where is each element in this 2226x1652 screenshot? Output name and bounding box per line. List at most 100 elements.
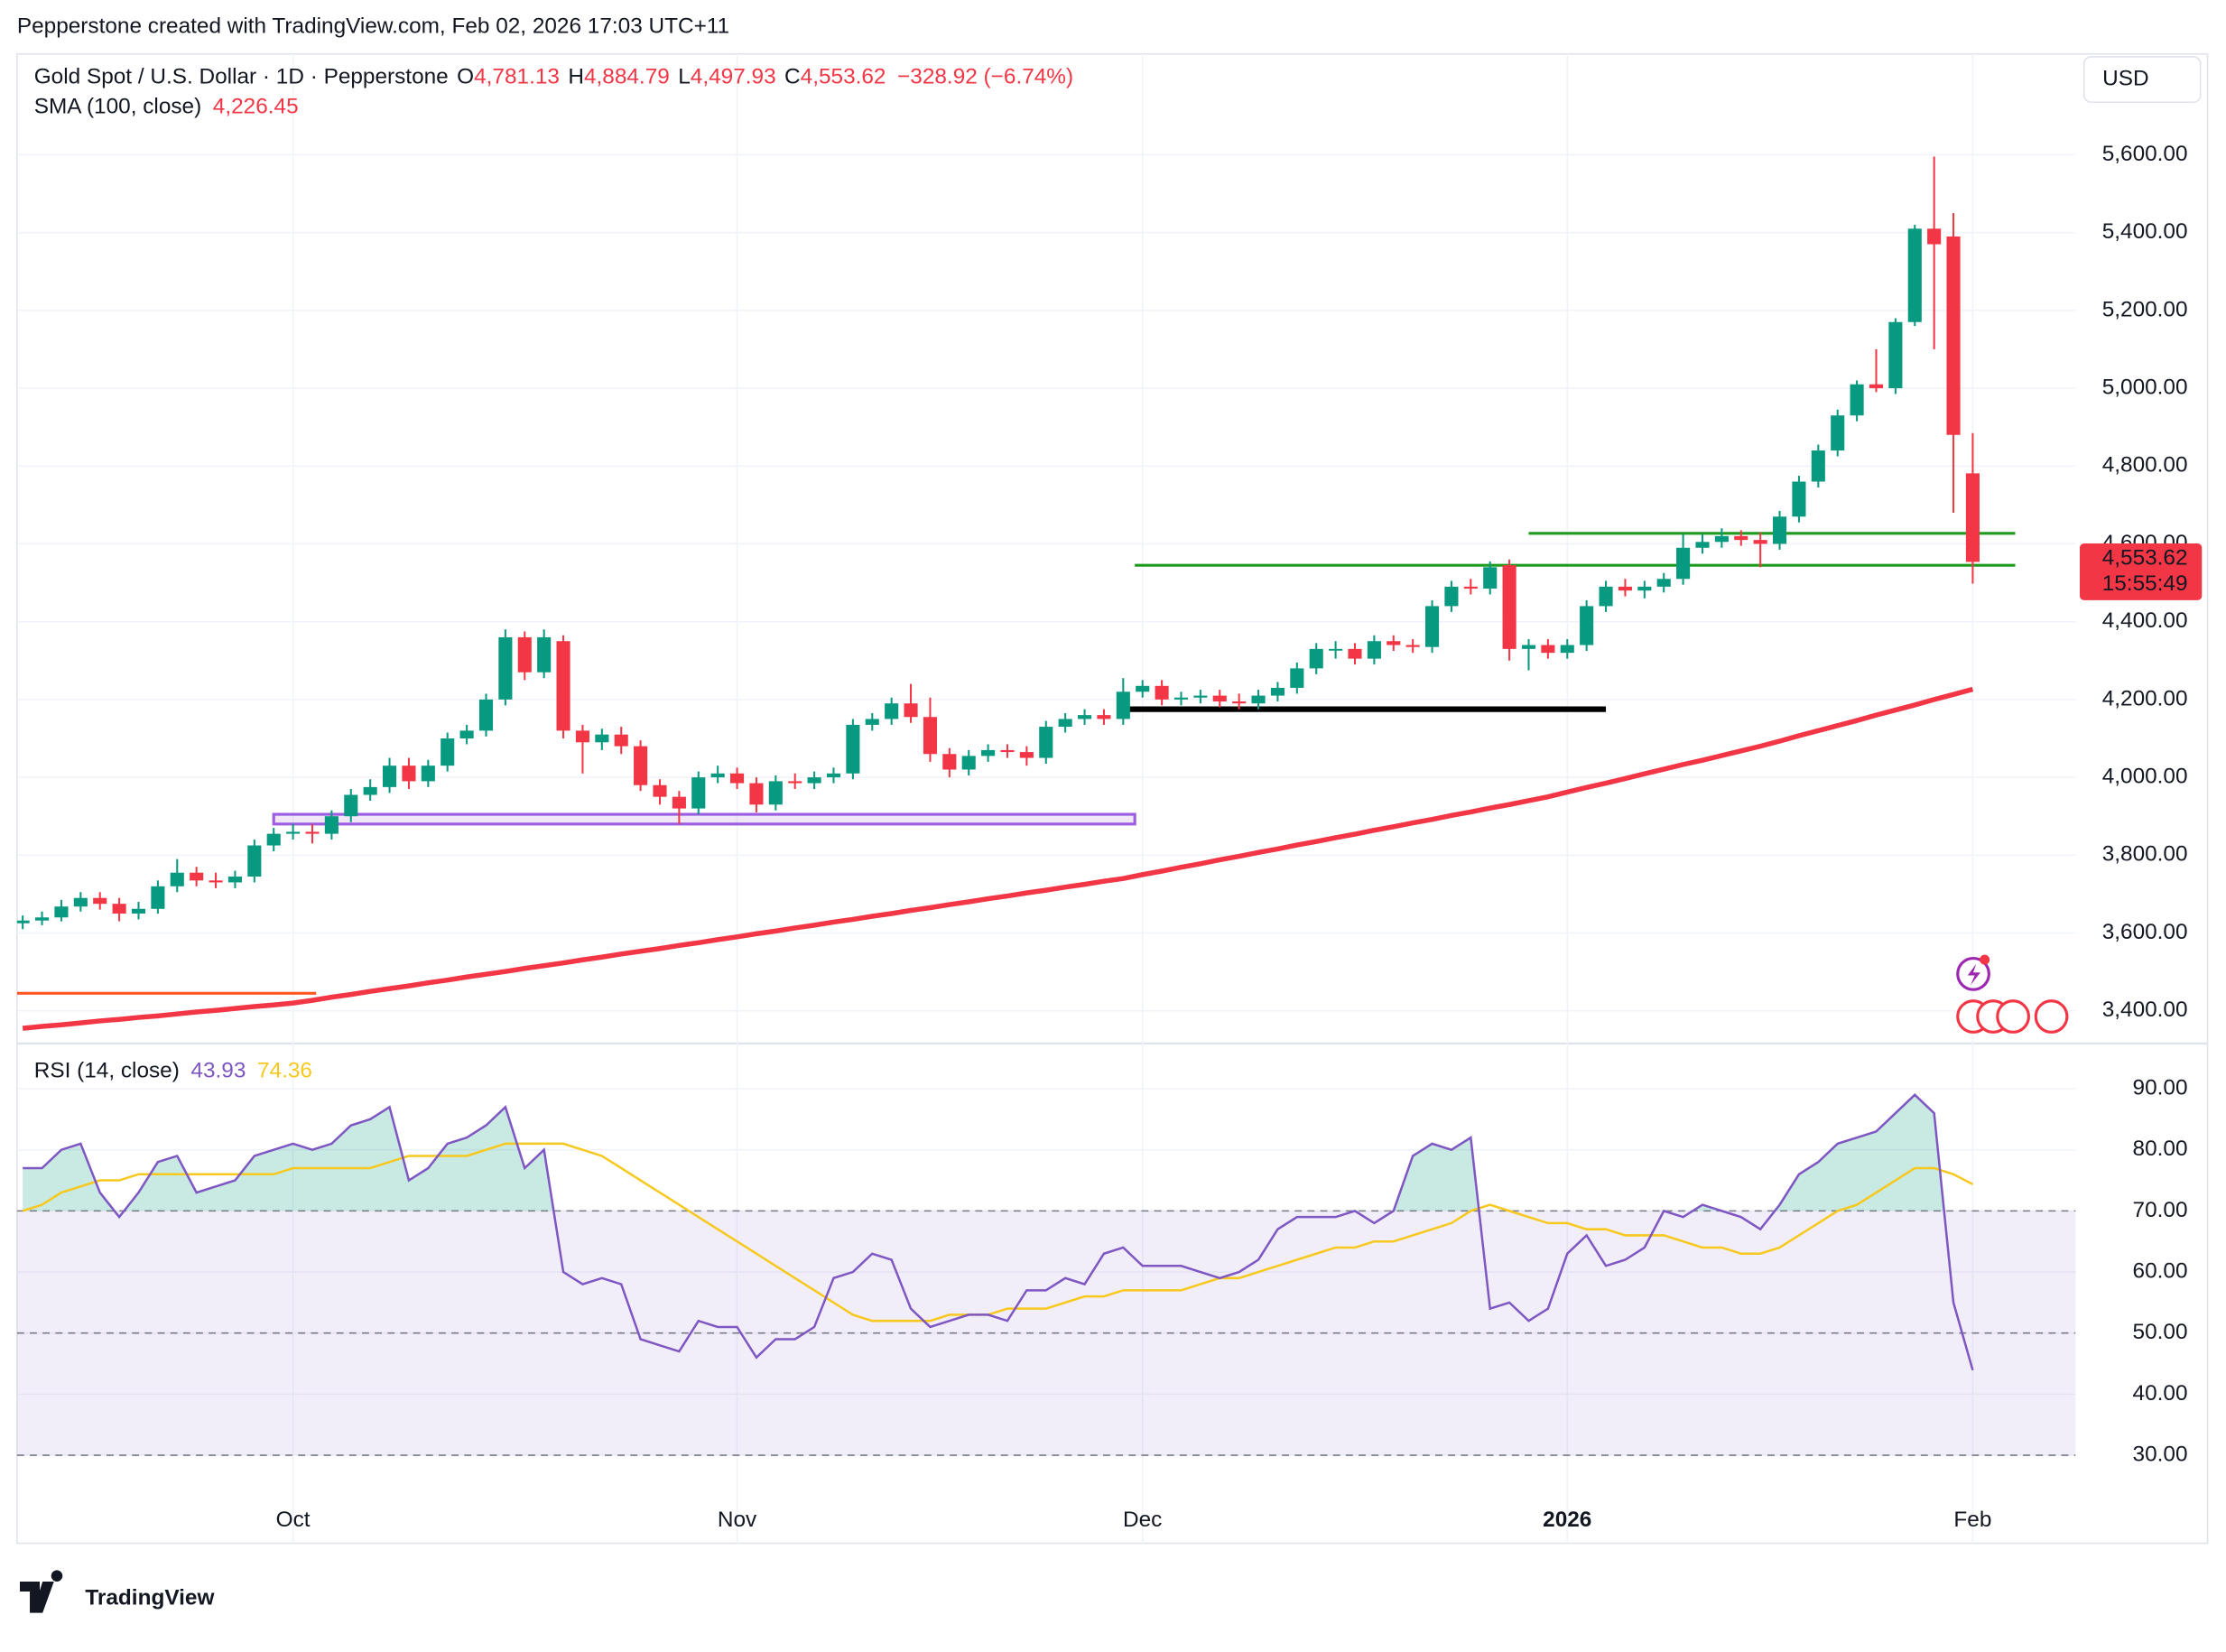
symbol-title: Gold Spot / U.S. Dollar · 1D · Peppersto… (34, 65, 449, 89)
ohlc-value: 4,553.62 (801, 65, 886, 89)
y-tick-label: 5,000.00 (2102, 375, 2188, 399)
y-tick-label: 5,600.00 (2102, 142, 2188, 166)
ohlc-value: 4,497.93 (691, 65, 776, 89)
y-tick-label: 4,800.00 (2102, 453, 2188, 478)
y-tick-label: 3,400.00 (2102, 998, 2188, 1022)
candle-body (1463, 586, 1478, 589)
y-tick-label: 3,800.00 (2102, 842, 2188, 867)
candle-body (904, 703, 918, 718)
y-tick-label: 70.00 (2133, 1198, 2188, 1222)
candle-body (749, 783, 764, 805)
y-tick-label: 4,000.00 (2102, 765, 2188, 789)
candle-body (35, 917, 50, 921)
candle-body (1097, 715, 1111, 719)
candle-body (1116, 691, 1130, 719)
candle-body (1405, 645, 1420, 647)
candle-body (691, 777, 706, 809)
candle-body (1946, 236, 1961, 435)
candle-body (1290, 668, 1304, 688)
candle-body (1444, 586, 1459, 607)
candle-body (1869, 384, 1884, 389)
candle-body (1367, 641, 1381, 659)
event-icons (1956, 954, 2069, 1034)
sma-name: SMA (100, close) (34, 95, 201, 119)
candle-body (1000, 749, 1015, 753)
ohlc-label: H (568, 65, 584, 89)
candle-body (1173, 697, 1189, 700)
candle-body (305, 831, 320, 834)
sma-value: 4,226.45 (213, 95, 299, 119)
ohlc-label: L (678, 65, 691, 89)
candle-body (459, 730, 474, 738)
candle-body (788, 781, 802, 784)
candle-body (112, 904, 126, 914)
candle-body (575, 730, 589, 743)
candle-body (1212, 695, 1227, 702)
candle-body (981, 749, 996, 756)
candle-body (1193, 695, 1208, 698)
currency[interactable]: USD (2102, 67, 2148, 91)
rsi-value: 43.93 (190, 1059, 246, 1083)
candle-body (961, 756, 976, 770)
candle-body (73, 897, 88, 907)
y-tick-label: 80.00 (2133, 1137, 2188, 1161)
candle-body (1309, 648, 1323, 669)
candle-body (653, 784, 667, 797)
candle-body (517, 636, 532, 673)
candle-body (16, 920, 30, 923)
candle-body (1850, 384, 1864, 416)
ohlc-label: O (457, 65, 474, 89)
candle-body (710, 773, 725, 778)
candle-body (1077, 715, 1092, 719)
candle-body (1676, 547, 1691, 580)
candle-body (634, 746, 648, 785)
candle-body (595, 734, 609, 743)
y-tick-label: 50.00 (2133, 1320, 2188, 1344)
candle-body (1714, 535, 1729, 543)
candle-body (498, 636, 513, 700)
legend-sma: SMA (100, close) 4,226.45 (34, 95, 299, 119)
labels: 3,400.00 3,600.00 3,800.00 4,000.00 4,200.00… (276, 142, 2203, 1532)
candle-body (1637, 586, 1652, 591)
candle-body (190, 872, 204, 881)
candle-body (1656, 579, 1671, 587)
candle-body (729, 773, 745, 784)
candle-body (247, 845, 262, 877)
rsi-ma-line (22, 1142, 1974, 1323)
x-tick-label: 2026 (1543, 1508, 1591, 1532)
candle-body (1270, 687, 1285, 696)
last-price: 4,553.62 (2102, 546, 2188, 571)
candle-body (1483, 567, 1498, 589)
ohlc-label: C (784, 65, 801, 89)
countdown: 15:55:49 (2102, 571, 2188, 596)
ohlc-value: 4,884.79 (584, 65, 670, 89)
candle-body (537, 636, 552, 673)
x-tick-label: Nov (718, 1508, 757, 1532)
candle-body (209, 880, 223, 883)
candle-body (807, 777, 821, 784)
x-tick-label: Dec (1123, 1508, 1162, 1532)
candle-body (131, 908, 146, 914)
candle-body (1251, 695, 1266, 704)
candle-body (441, 738, 455, 766)
candle-body (1927, 228, 1942, 245)
candle-body (1734, 535, 1748, 541)
candle-body (363, 786, 377, 795)
x-tick-label: Oct (276, 1508, 311, 1532)
candle-body (1058, 719, 1072, 728)
candle-body (266, 833, 281, 846)
currency-button[interactable] (2082, 56, 2202, 104)
y-tick-label: 5,200.00 (2102, 297, 2188, 321)
y-tick-label: 30.00 (2133, 1443, 2188, 1467)
candle-body (402, 766, 416, 782)
candle-body (93, 897, 107, 905)
candle-body (1348, 648, 1362, 659)
credit: Pepperstone created with TradingView.com… (17, 14, 729, 38)
brand-logo: TradingView (20, 1570, 214, 1613)
candle-body (1232, 701, 1247, 704)
candle-body (556, 641, 570, 731)
rsi-line (23, 1093, 1974, 1371)
rsi-title: RSI (14, close) (34, 1059, 180, 1083)
